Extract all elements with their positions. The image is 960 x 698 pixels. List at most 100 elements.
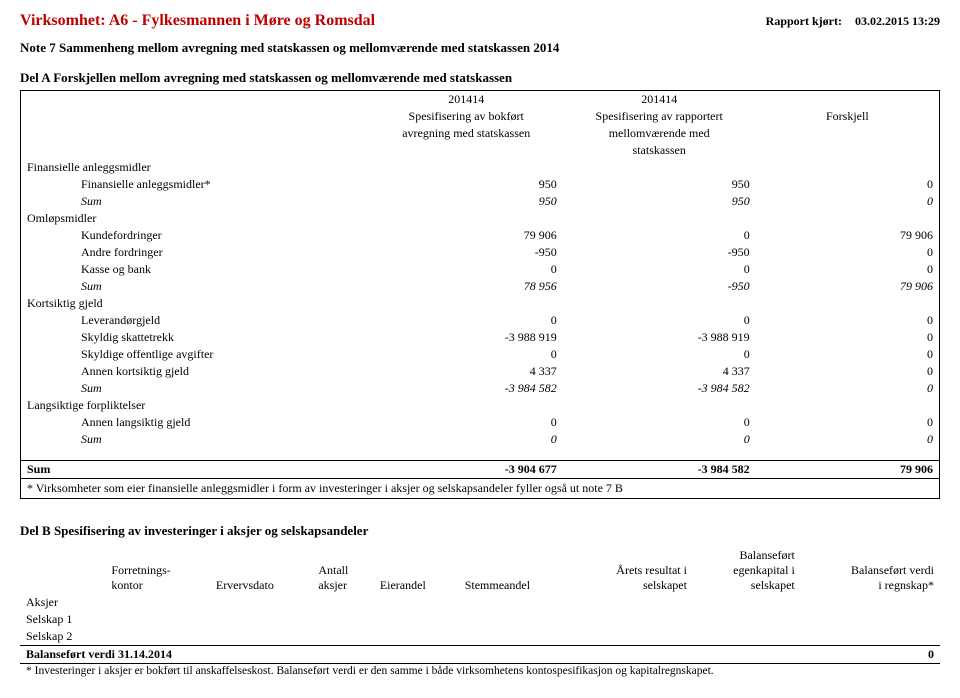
- del-b-column-header: Forretnings-kontor: [105, 547, 209, 594]
- sum-value: 0: [756, 193, 940, 210]
- row-value: 0: [756, 176, 940, 193]
- page-title: Virksomhet: A6 - Fylkesmannen i Møre og …: [20, 12, 375, 30]
- row-value: 0: [563, 312, 756, 329]
- row-value: 0: [756, 363, 940, 380]
- row-value: 0: [370, 261, 563, 278]
- row-value: 950: [370, 176, 563, 193]
- spec2b: mellomværende med: [563, 125, 756, 142]
- row-label: Finansielle anleggsmidler*: [21, 176, 370, 193]
- del-b-cell: [801, 611, 940, 628]
- balance-row: Balanseført verdi 31.14.2014 0: [20, 646, 940, 664]
- row-value: 4 337: [563, 363, 756, 380]
- group-label: Finansielle anleggsmidler: [21, 159, 940, 176]
- table-row: Andre fordringer-950-9500: [21, 244, 940, 261]
- grand-sum-v1: -3 904 677: [370, 461, 563, 479]
- row-value: 0: [563, 346, 756, 363]
- table-row: Finansielle anleggsmidler*9509500: [21, 176, 940, 193]
- row-value: 950: [563, 176, 756, 193]
- spec1a: Spesifisering av bokført: [370, 108, 563, 125]
- del-b-column-header: Årets resultat iselskapet: [572, 547, 693, 594]
- table-row: Kasse og bank000: [21, 261, 940, 278]
- row-label: Leverandørgjeld: [21, 312, 370, 329]
- row-value: 0: [756, 261, 940, 278]
- grand-sum-label: Sum: [21, 461, 370, 479]
- sum-value: 78 956: [370, 278, 563, 295]
- del-b-cell: [459, 628, 572, 646]
- group-row: Omløpsmidler: [21, 210, 940, 227]
- grand-sum-v3: 79 906: [756, 461, 940, 479]
- period-2: 201414: [563, 91, 756, 109]
- del-b-column-header: Balanseførtegenkapital iselskapet: [693, 547, 801, 594]
- sum-value: -3 984 582: [370, 380, 563, 397]
- del-b-title: Del B Spesifisering av investeringer i a…: [20, 523, 940, 539]
- row-value: 0: [563, 261, 756, 278]
- grand-sum-v2: -3 984 582: [563, 461, 756, 479]
- del-b-cell: [572, 594, 693, 611]
- row-label: Skyldig skattetrekk: [21, 329, 370, 346]
- del-b-column-header: [20, 547, 105, 594]
- sum-label: Sum: [21, 431, 370, 448]
- del-b-cell: [459, 611, 572, 628]
- del-b-cell: [312, 628, 373, 646]
- sum-value: 0: [563, 431, 756, 448]
- row-label: Kasse og bank: [21, 261, 370, 278]
- del-b-column-header: Balanseført verdii regnskap*: [801, 547, 940, 594]
- group-row: Langsiktige forpliktelser: [21, 397, 940, 414]
- sum-label: Sum: [21, 278, 370, 295]
- sum-row: Sum9509500: [21, 193, 940, 210]
- del-b-cell: [374, 594, 459, 611]
- del-b-cell: [459, 594, 572, 611]
- sum-value: 0: [370, 431, 563, 448]
- del-b-row: Selskap 2: [20, 628, 940, 646]
- table-row: Kundefordringer79 906079 906: [21, 227, 940, 244]
- row-value: 0: [563, 414, 756, 431]
- table-row: Annen langsiktig gjeld000: [21, 414, 940, 431]
- row-label: Kundefordringer: [21, 227, 370, 244]
- del-b-footnote-row: * Investeringer i aksjer er bokført til …: [20, 664, 940, 679]
- del-b-row-label: Selskap 1: [20, 611, 105, 628]
- del-b-cell: [210, 628, 312, 646]
- sum-row: Sum-3 984 582-3 984 5820: [21, 380, 940, 397]
- sum-value: 950: [370, 193, 563, 210]
- table-del-b: Forretnings-kontorErvervsdatoAntallaksje…: [20, 547, 940, 678]
- del-b-cell: [374, 628, 459, 646]
- column-header-row-1: Spesifisering av bokført Spesifisering a…: [21, 108, 940, 125]
- del-b-row-label: Aksjer: [20, 594, 105, 611]
- row-value: 0: [756, 346, 940, 363]
- sum-label: Sum: [21, 380, 370, 397]
- row-label: Skyldige offentlige avgifter: [21, 346, 370, 363]
- table-row: Skyldig skattetrekk-3 988 919-3 988 9190: [21, 329, 940, 346]
- column-header-row-2: avregning med statskassen mellomværende …: [21, 125, 940, 142]
- table-row: Leverandørgjeld000: [21, 312, 940, 329]
- group-row: Kortsiktig gjeld: [21, 295, 940, 312]
- sum-value: 0: [756, 380, 940, 397]
- group-label: Kortsiktig gjeld: [21, 295, 940, 312]
- del-b-cell: [801, 594, 940, 611]
- row-value: 0: [756, 329, 940, 346]
- row-value: 79 906: [756, 227, 940, 244]
- del-b-cell: [105, 611, 209, 628]
- del-b-cell: [693, 628, 801, 646]
- del-b-cell: [105, 594, 209, 611]
- column-header-row-3: statskassen: [21, 142, 940, 159]
- del-b-column-header: Antallaksjer: [312, 547, 373, 594]
- del-a-title: Del A Forskjellen mellom avregning med s…: [20, 70, 940, 86]
- del-b-row: Selskap 1: [20, 611, 940, 628]
- row-label: Annen kortsiktig gjeld: [21, 363, 370, 380]
- period-1: 201414: [370, 91, 563, 109]
- row-value: 0: [370, 312, 563, 329]
- sum-value: -950: [563, 278, 756, 295]
- table-row: Skyldige offentlige avgifter000: [21, 346, 940, 363]
- row-value: 0: [756, 312, 940, 329]
- group-label: Langsiktige forpliktelser: [21, 397, 940, 414]
- sum-row: Sum78 956-95079 906: [21, 278, 940, 295]
- note-title: Note 7 Sammenheng mellom avregning med s…: [20, 40, 940, 56]
- row-label: Andre fordringer: [21, 244, 370, 261]
- del-b-column-header: Ervervsdato: [210, 547, 312, 594]
- row-value: 79 906: [370, 227, 563, 244]
- del-b-cell: [312, 594, 373, 611]
- row-value: 0: [756, 414, 940, 431]
- del-b-row: Aksjer: [20, 594, 940, 611]
- del-b-column-header: Stemmeandel: [459, 547, 572, 594]
- del-b-cell: [572, 611, 693, 628]
